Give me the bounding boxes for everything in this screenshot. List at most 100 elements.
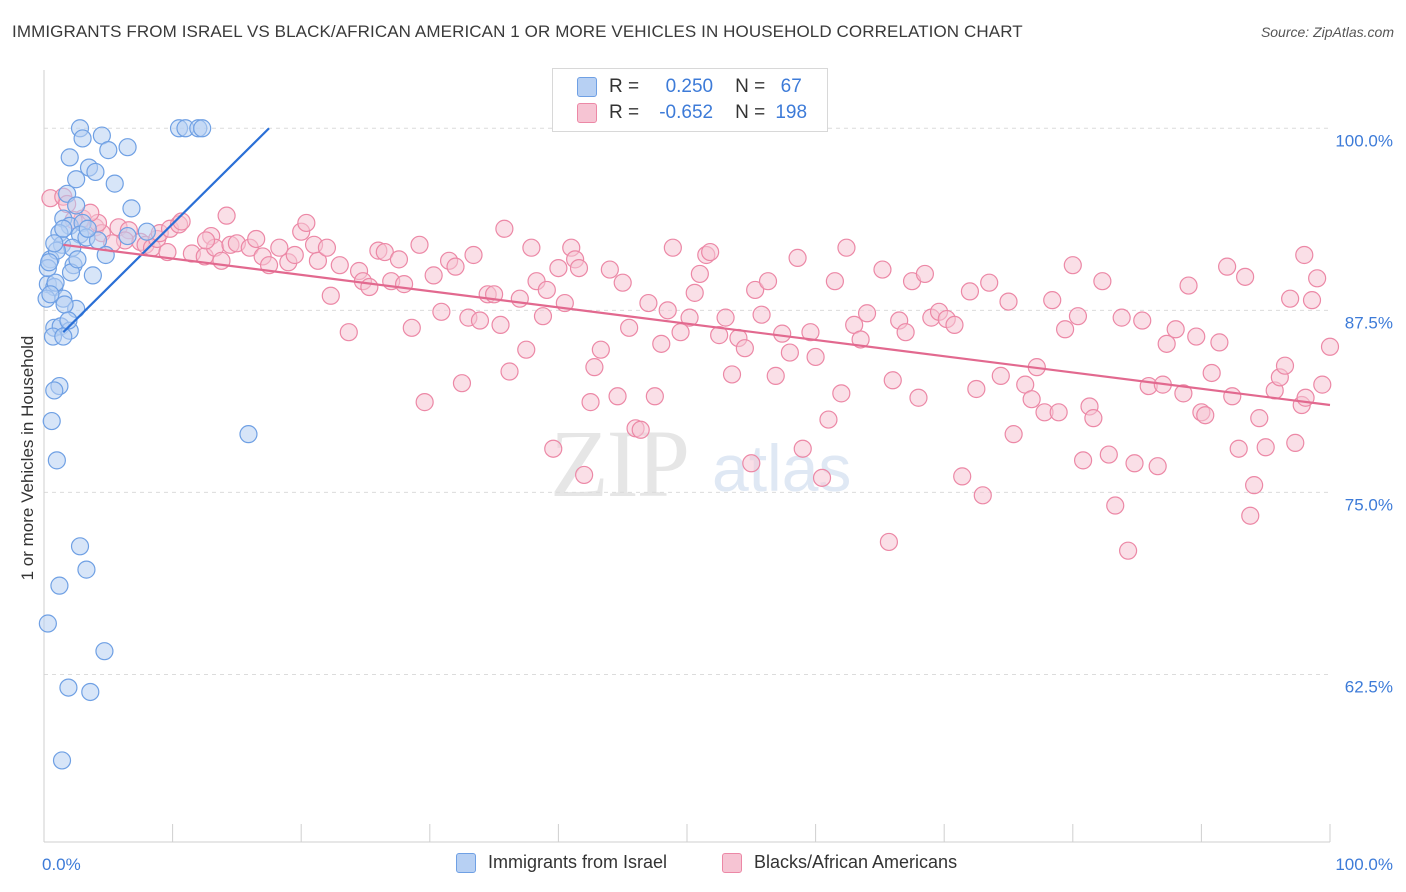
israel-point [41, 285, 60, 304]
black-point [710, 326, 729, 345]
israel-point [78, 219, 97, 238]
black-point [832, 384, 851, 403]
black-point [960, 282, 980, 301]
israel-point [55, 295, 74, 314]
black-point [1241, 506, 1260, 525]
black-point [247, 229, 266, 249]
black-point [1043, 291, 1062, 310]
y-axis-label: 1 or more Vehicles in Household [18, 335, 37, 581]
legend-n-label: N = [735, 76, 766, 97]
black-point [851, 330, 870, 349]
black-point [671, 323, 690, 342]
israel-point [54, 327, 73, 346]
black-point [522, 238, 541, 257]
black-point [1218, 257, 1237, 276]
series-legend: Immigrants from Israel Blacks/African Am… [0, 852, 1406, 878]
black-point [500, 362, 519, 381]
black-point [297, 213, 316, 233]
black-point [680, 308, 699, 327]
black-point [470, 311, 490, 330]
black-point [788, 248, 807, 268]
black-point [883, 371, 902, 390]
israel-point [83, 266, 102, 285]
black-point [375, 242, 394, 262]
israel-point [68, 250, 87, 269]
black-point [491, 315, 510, 335]
black-point [608, 387, 627, 406]
legend-swatch-black [577, 103, 597, 123]
black-point [600, 260, 619, 279]
black-point [1157, 334, 1176, 353]
black-point [1275, 356, 1295, 375]
black-point [793, 439, 812, 458]
black-point [581, 393, 600, 412]
legend-n-value-israel: 67 [780, 76, 802, 97]
israel-point [50, 576, 69, 595]
israel-point [67, 196, 86, 215]
black-point [819, 410, 838, 429]
black-point [1073, 451, 1093, 470]
black-point [321, 286, 340, 305]
black-point [909, 388, 928, 407]
black-point [549, 258, 568, 278]
israel-point [239, 425, 258, 444]
watermark-zip: ZIP [550, 410, 690, 517]
black-point [1250, 409, 1269, 428]
black-point [735, 339, 754, 358]
black-point [533, 307, 553, 326]
black-point [773, 324, 792, 343]
legend-r-value-israel: 0.250 [665, 76, 714, 97]
israel-point [45, 381, 64, 400]
x-tick-label: 100.0% [1335, 855, 1393, 874]
black-point [973, 486, 992, 505]
correlation-legend: R = 0.250 N = 67 R = -0.652 N = 198 [552, 68, 828, 132]
black-point [620, 318, 639, 337]
black-point [410, 235, 429, 254]
black-point [1068, 307, 1088, 326]
black-point [991, 366, 1010, 385]
black-point [780, 343, 799, 362]
chart-source: Source: ZipAtlas.com [1260, 24, 1394, 40]
black-point [1174, 384, 1193, 403]
black-point [217, 206, 236, 225]
black-point [945, 315, 964, 335]
black-point [1084, 409, 1103, 428]
series-label-israel: Immigrants from Israel [488, 852, 668, 872]
black-point [752, 305, 771, 324]
black-point [402, 318, 421, 337]
black-point [389, 250, 409, 269]
black-point [896, 323, 915, 342]
black-point [825, 272, 844, 291]
black-point [1099, 445, 1118, 464]
legend-n-value-black: 198 [775, 102, 808, 123]
black-point [360, 277, 379, 297]
israel-point [40, 253, 59, 272]
black-point [1229, 439, 1248, 458]
israel-trend-line [62, 127, 270, 333]
black-point [1055, 320, 1075, 339]
black-point [766, 366, 785, 385]
series-legend-israel: Immigrants from Israel [456, 852, 667, 873]
black-point [873, 260, 892, 279]
black-point [510, 289, 529, 308]
black-point [317, 238, 337, 257]
black-point [1210, 333, 1229, 352]
black-point [722, 365, 742, 384]
black-point [1063, 256, 1082, 275]
black-point [1179, 276, 1198, 295]
black-point [1166, 320, 1185, 339]
black-point [1202, 363, 1221, 383]
israel-point [137, 222, 156, 241]
black-point [837, 238, 856, 257]
y-tick-label: 100.0% [1335, 131, 1393, 150]
black-point [658, 301, 677, 320]
black-point [308, 251, 328, 270]
israel-point [193, 119, 212, 138]
black-point [1125, 454, 1144, 473]
israel-point [67, 170, 86, 189]
black-point [758, 272, 778, 291]
black-point [1022, 390, 1041, 409]
black-point [613, 273, 632, 292]
black-point [415, 393, 434, 412]
